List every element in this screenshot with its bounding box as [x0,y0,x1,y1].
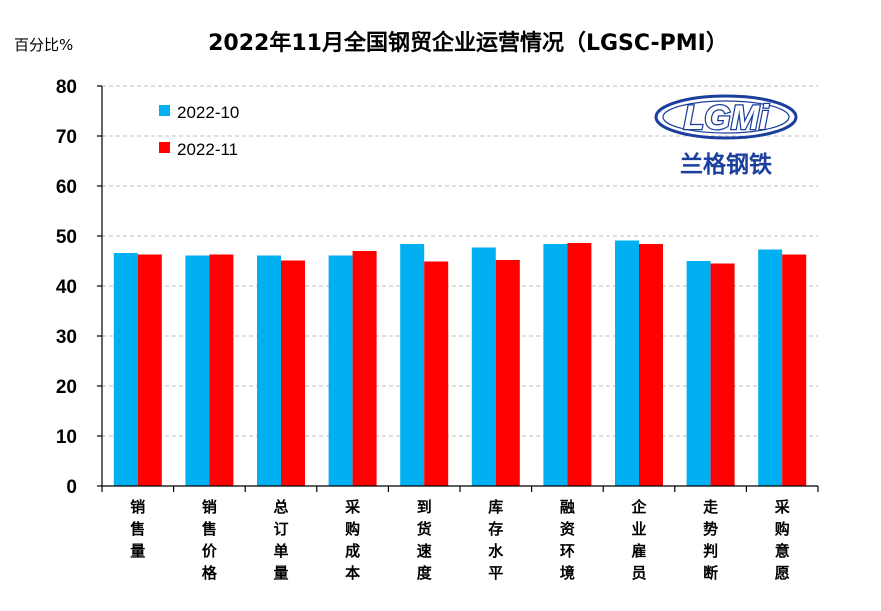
y-tick-label: 30 [56,327,77,348]
bar-2022-10-总订单量 [257,255,281,486]
lgmi-logo: LGMi 兰格钢铁 [654,94,798,178]
bar-2022-11-销售价格 [209,254,234,486]
x-tick-labels: 销售量 销售价格 总订单量 采购成本 到货速度 库存水平 融资环境 企业雇员 走势判断 采购意愿 [130,498,790,582]
bar-2022-10-融资环境 [543,244,568,486]
bar-2022-10-销售价格 [185,255,210,486]
bar-2022-10-企业雇员 [615,240,639,486]
bar-2022-10-采购成本 [328,255,353,486]
x-tick-label: 采购成本 [344,498,361,582]
logo-chinese: 兰格钢铁 [680,151,772,178]
x-tick-label: 销售量 [130,498,145,560]
logo-ellipse-inner [662,100,790,134]
legend-label-2022-11: 2022-11 [177,140,238,159]
x-tick-label: 库存水平 [488,498,504,582]
y-tick-label: 10 [56,427,77,448]
x-tick-label: 到货速度 [417,498,433,582]
logo-ellipse [654,94,798,140]
y-tick-label: 80 [56,77,77,98]
x-tick-label: 采购意愿 [774,498,791,582]
y-tick-label: 70 [56,127,77,148]
x-tick-label: 融资环境 [560,498,575,582]
bar-2022-11-采购意愿 [782,254,807,486]
bars-layer [113,240,807,486]
legend: 2022-10 2022-11 [159,103,239,159]
y-tick-label: 50 [56,227,77,248]
legend-label-2022-10: 2022-10 [177,103,239,122]
x-tick-label: 走势判断 [703,498,718,582]
x-tick-label: 总订单量 [273,498,288,582]
x-tick-label: 销售价格 [202,498,218,582]
bar-2022-11-销售量 [137,254,162,486]
y-tick-labels: 0 10 20 30 40 50 60 70 80 [56,77,77,498]
bar-2022-11-企业雇员 [639,244,663,486]
bar-2022-11-到货速度 [424,261,449,486]
axis-layer [97,85,819,492]
y-axis-unit: 百分比% [14,36,73,54]
y-tick-label: 60 [56,177,77,198]
legend-swatch-2022-10 [159,105,170,116]
y-tick-label: 0 [66,477,77,498]
chart-title: 2022年11月全国钢贸企业运营情况（LGSC-PMI） [208,30,728,56]
bar-2022-11-总订单量 [281,260,305,486]
bar-2022-10-销售量 [113,253,138,486]
x-tick-label: 企业雇员 [630,498,647,582]
bar-2022-10-走势判断 [686,261,711,486]
bar-2022-10-到货速度 [400,244,425,486]
logo-wordmark: LGMi [684,99,771,137]
bar-2022-11-融资环境 [567,243,592,486]
y-tick-label: 20 [56,377,77,398]
bar-2022-11-走势判断 [710,263,735,486]
bar-2022-11-库存水平 [495,260,520,486]
bar-2022-10-库存水平 [471,247,496,486]
legend-swatch-2022-11 [159,142,170,153]
bar-2022-10-采购意愿 [758,249,783,486]
y-tick-label: 40 [56,277,77,298]
bar-2022-11-采购成本 [352,251,377,486]
